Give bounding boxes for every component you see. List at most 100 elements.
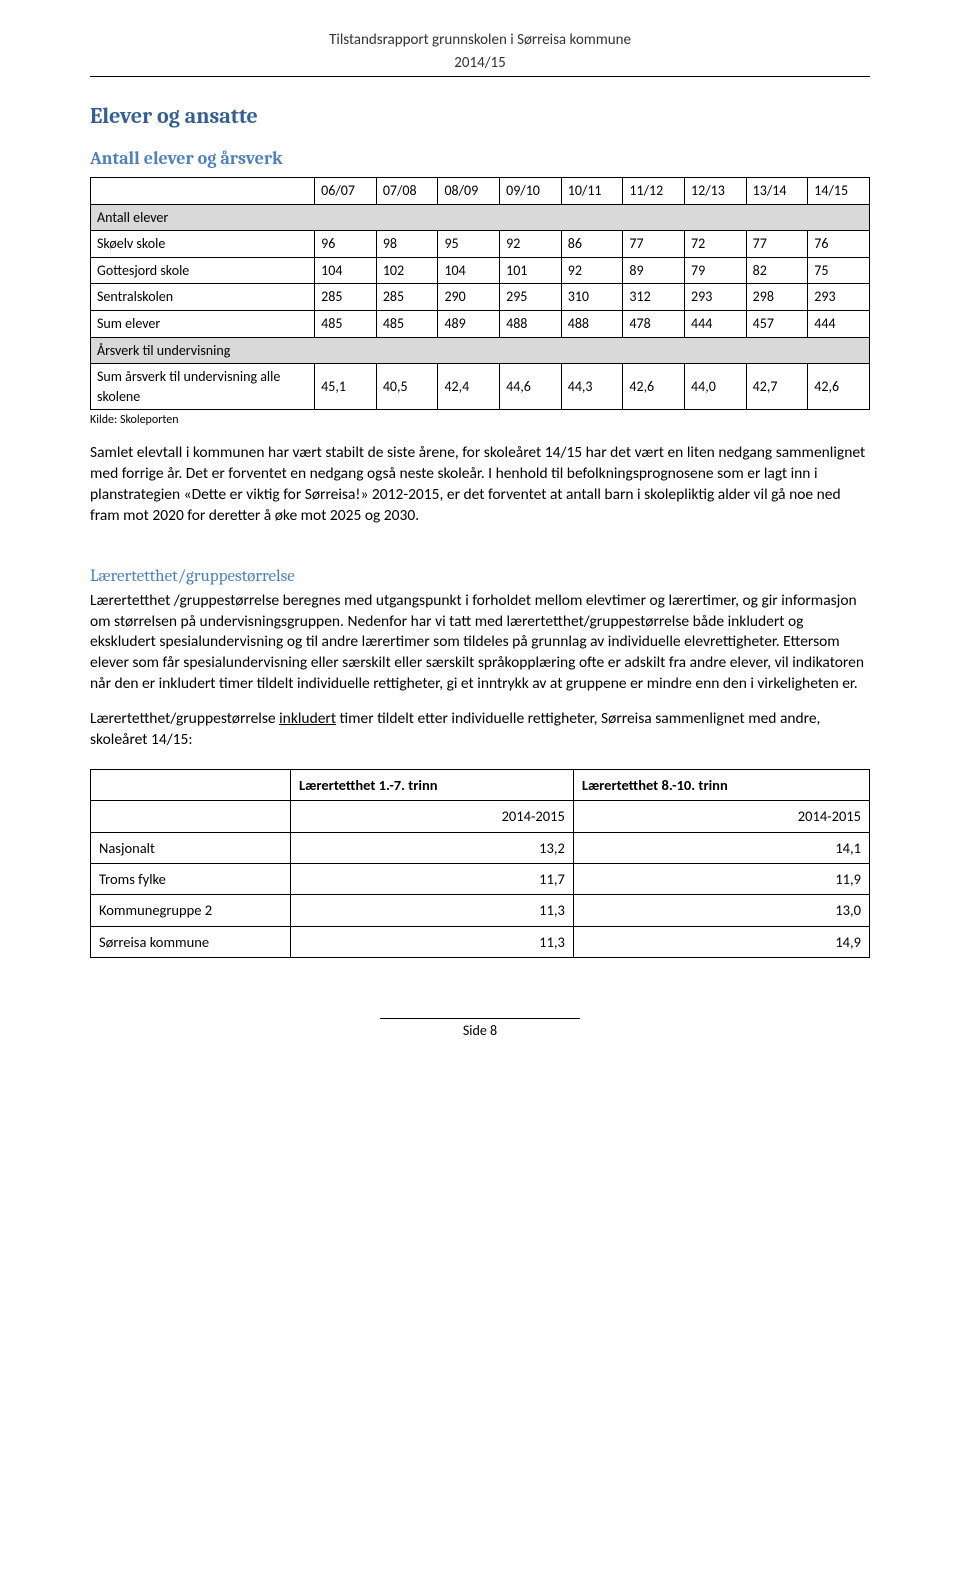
table-row: Skøelv skole 96 98 95 92 86 77 72 77 76 xyxy=(91,231,870,258)
year-col: 13/14 xyxy=(746,177,808,204)
row-label: Sum årsverk til undervisning alle skolen… xyxy=(91,364,315,410)
table-row: Sum elever 485 485 489 488 488 478 444 4… xyxy=(91,310,870,337)
cell: 95 xyxy=(438,231,500,258)
cell: 77 xyxy=(623,231,685,258)
table-row: Kommunegruppe 2 11,3 13,0 xyxy=(91,895,870,926)
cell: 11,9 xyxy=(573,863,869,894)
table-row: Sentralskolen 285 285 290 295 310 312 29… xyxy=(91,284,870,311)
cell: 89 xyxy=(623,257,685,284)
year-col: 12/13 xyxy=(685,177,747,204)
table-row: Nasjonalt 13,2 14,1 xyxy=(91,832,870,863)
table-source: Kilde: Skoleporten xyxy=(90,412,870,429)
table-corner xyxy=(91,770,291,801)
row-label: Kommunegruppe 2 xyxy=(91,895,291,926)
cell: 79 xyxy=(685,257,747,284)
cell: 98 xyxy=(376,231,438,258)
cell: 96 xyxy=(315,231,377,258)
cell: 14,1 xyxy=(573,832,869,863)
paragraph-inkludert: Lærertetthet/gruppestørrelse inkludert t… xyxy=(90,709,870,751)
table-corner xyxy=(91,801,291,832)
section-heading-elever: Elever og ansatte xyxy=(90,101,870,132)
table-year-row: 2014-2015 2014-2015 xyxy=(91,801,870,832)
table-elever-arsverk: 06/07 07/08 08/09 09/10 10/11 11/12 12/1… xyxy=(90,177,870,410)
cell: 92 xyxy=(500,231,562,258)
cell: 13,0 xyxy=(573,895,869,926)
year-col: 08/09 xyxy=(438,177,500,204)
year-cell: 2014-2015 xyxy=(291,801,574,832)
cell: 104 xyxy=(315,257,377,284)
cell: 285 xyxy=(315,284,377,311)
cell: 92 xyxy=(561,257,623,284)
cell: 312 xyxy=(623,284,685,311)
cell: 76 xyxy=(808,231,870,258)
table-header-row: Lærertetthet 1.-7. trinn Lærertetthet 8.… xyxy=(91,770,870,801)
doc-header-sub: 2014/15 xyxy=(90,53,870,74)
table-row: Gottesjord skole 104 102 104 101 92 89 7… xyxy=(91,257,870,284)
cell: 489 xyxy=(438,310,500,337)
cell: 293 xyxy=(685,284,747,311)
col-header: Lærertetthet 1.-7. trinn xyxy=(291,770,574,801)
cell: 42,6 xyxy=(808,364,870,410)
cell: 82 xyxy=(746,257,808,284)
cell: 102 xyxy=(376,257,438,284)
cell: 457 xyxy=(746,310,808,337)
row-label: Skøelv skole xyxy=(91,231,315,258)
cell: 101 xyxy=(500,257,562,284)
cell: 11,7 xyxy=(291,863,574,894)
cell: 290 xyxy=(438,284,500,311)
cell: 488 xyxy=(500,310,562,337)
cell: 285 xyxy=(376,284,438,311)
subheading-antall: Antall elever og årsverk xyxy=(90,146,870,171)
cell: 488 xyxy=(561,310,623,337)
cell: 75 xyxy=(808,257,870,284)
cell: 104 xyxy=(438,257,500,284)
section-row-arsverk: Årsverk til undervisning xyxy=(91,337,870,364)
year-col: 14/15 xyxy=(808,177,870,204)
cell: 40,5 xyxy=(376,364,438,410)
cell: 295 xyxy=(500,284,562,311)
table-row: Sørreisa kommune 11,3 14,9 xyxy=(91,926,870,957)
table-laerertetthet: Lærertetthet 1.-7. trinn Lærertetthet 8.… xyxy=(90,769,870,958)
cell: 42,6 xyxy=(623,364,685,410)
cell: 444 xyxy=(808,310,870,337)
cell: 42,7 xyxy=(746,364,808,410)
paragraph-elevtall: Samlet elevtall i kommunen har vært stab… xyxy=(90,443,870,527)
year-col: 07/08 xyxy=(376,177,438,204)
row-label: Gottesjord skole xyxy=(91,257,315,284)
table-header-row: 06/07 07/08 08/09 09/10 10/11 11/12 12/1… xyxy=(91,177,870,204)
year-col: 11/12 xyxy=(623,177,685,204)
text-underline: inkludert xyxy=(279,709,336,728)
cell: 14,9 xyxy=(573,926,869,957)
section-row-elever: Antall elever xyxy=(91,204,870,231)
page-number: Side 8 xyxy=(90,1021,870,1041)
cell: 293 xyxy=(808,284,870,311)
section-label: Årsverk til undervisning xyxy=(91,337,870,364)
table-corner xyxy=(91,177,315,204)
header-divider xyxy=(90,76,870,77)
table-row: Troms fylke 11,7 11,9 xyxy=(91,863,870,894)
cell: 485 xyxy=(376,310,438,337)
year-col: 06/07 xyxy=(315,177,377,204)
footer-divider xyxy=(380,1018,580,1019)
cell: 44,6 xyxy=(500,364,562,410)
cell: 42,4 xyxy=(438,364,500,410)
cell: 11,3 xyxy=(291,926,574,957)
cell: 310 xyxy=(561,284,623,311)
subheading-laerertetthet: Lærertetthet/gruppestørrelse xyxy=(90,565,870,589)
cell: 44,3 xyxy=(561,364,623,410)
cell: 298 xyxy=(746,284,808,311)
cell: 86 xyxy=(561,231,623,258)
doc-header-title: Tilstandsrapport grunnskolen i Sørreisa … xyxy=(90,30,870,51)
cell: 485 xyxy=(315,310,377,337)
cell: 77 xyxy=(746,231,808,258)
cell: 478 xyxy=(623,310,685,337)
year-cell: 2014-2015 xyxy=(573,801,869,832)
cell: 13,2 xyxy=(291,832,574,863)
col-header: Lærertetthet 8.-10. trinn xyxy=(573,770,869,801)
section-label: Antall elever xyxy=(91,204,870,231)
cell: 44,0 xyxy=(685,364,747,410)
paragraph-laerertetthet-desc: Lærertetthet /gruppestørrelse beregnes m… xyxy=(90,591,870,696)
table-row: Sum årsverk til undervisning alle skolen… xyxy=(91,364,870,410)
cell: 72 xyxy=(685,231,747,258)
text-pre: Lærertetthet/gruppestørrelse xyxy=(90,709,279,728)
